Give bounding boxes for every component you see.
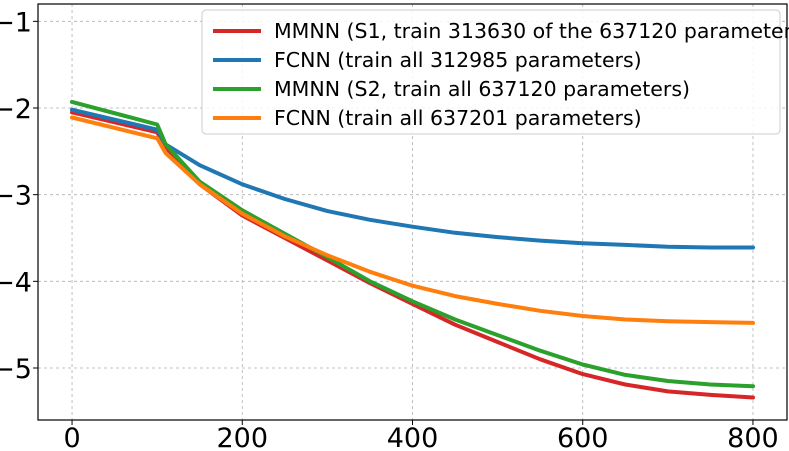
legend-box — [201, 9, 781, 135]
legend: MMNN (S1, train 313630 of the 637120 par… — [201, 9, 789, 135]
x-tick-label: 0 — [63, 423, 80, 451]
legend-label: FCNN (train all 637201 parameters) — [274, 106, 642, 130]
series-line-2 — [70, 107, 755, 250]
axis-ticks: 0 200 400 600 800 −1 −2 −3 −4 −5 — [0, 7, 779, 451]
y-tick-label: −4 — [0, 267, 32, 298]
legend-label: FCNN (train all 312985 parameters) — [274, 48, 642, 72]
series-lines — [70, 99, 755, 400]
x-tick-label: 600 — [557, 423, 609, 451]
y-tick-label: −1 — [0, 7, 32, 38]
series-line-4 — [70, 115, 755, 325]
x-tick-label: 800 — [727, 423, 779, 451]
legend-label: MMNN (S1, train 313630 of the 637120 par… — [274, 19, 789, 43]
legend-label: MMNN (S2, train all 637120 parameters) — [274, 77, 690, 101]
series-line-3 — [70, 99, 755, 389]
y-tick-label: −5 — [0, 354, 32, 385]
y-tick-label: −3 — [0, 181, 32, 212]
x-tick-label: 200 — [216, 423, 268, 451]
y-tick-label: −2 — [0, 94, 32, 125]
x-tick-label: 400 — [387, 423, 439, 451]
